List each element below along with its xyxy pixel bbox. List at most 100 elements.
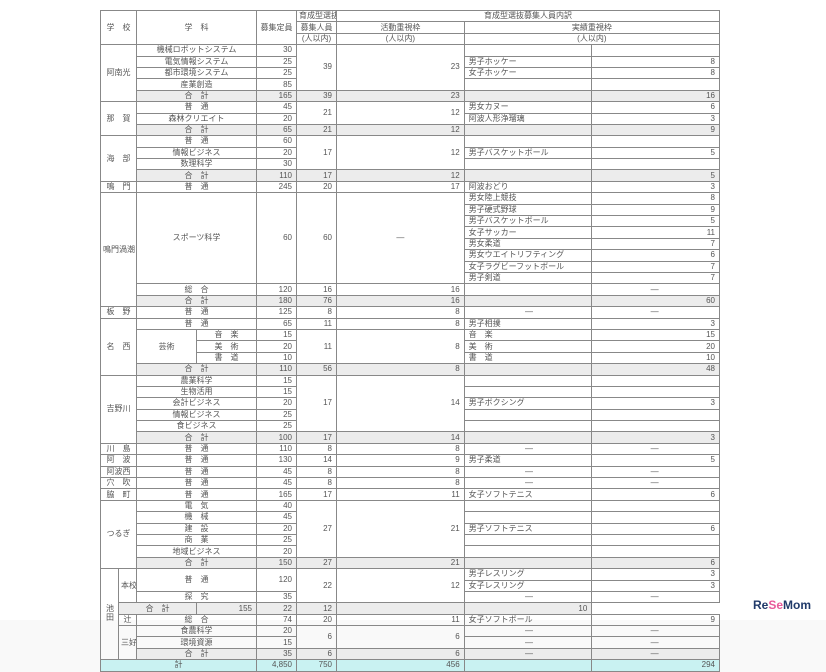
act: 12 [337, 102, 465, 125]
activity: 女子ラグビーフットボール [464, 261, 592, 272]
header-breakdown: 育成型選抜募集人員内訳 [337, 11, 720, 22]
sel: 60 [297, 193, 337, 284]
capacity: 25 [257, 67, 297, 78]
capacity: 110 [257, 170, 297, 181]
activity: 男子硬式野球 [464, 204, 592, 215]
sel: 14 [297, 455, 337, 466]
capacity: 60 [257, 193, 297, 284]
perf: 8 [592, 67, 720, 78]
capacity: 25 [257, 534, 297, 545]
dept-name: 普 通 [137, 307, 257, 318]
perf: — [592, 626, 720, 637]
dept-name: 普 通 [137, 136, 257, 147]
school-name: 脇 町 [101, 489, 137, 500]
perf: 7 [592, 238, 720, 249]
header-seltype: 育成型選抜 [297, 11, 337, 22]
capacity: 120 [257, 284, 297, 295]
total-act: 456 [337, 660, 465, 671]
activity: 阿波おどり [464, 181, 592, 192]
perf: 3 [592, 318, 720, 329]
sel: 76 [297, 295, 337, 306]
capacity: 35 [257, 591, 297, 602]
activity: — [464, 478, 592, 489]
capacity: 100 [257, 432, 297, 443]
act: 11 [337, 489, 465, 500]
table-row: 合 計11017125 [101, 170, 720, 181]
dept-name: 普 通 [137, 569, 257, 592]
school-name: 阿 波 [101, 455, 137, 466]
activity: 男女カヌー [464, 102, 592, 113]
perf: 20 [592, 341, 720, 352]
capacity: 110 [257, 364, 297, 375]
dept-name: 建 設 [137, 523, 257, 534]
dept-name: 電気情報システム [137, 56, 257, 67]
total-sel: 750 [297, 660, 337, 671]
act: 8 [337, 318, 465, 329]
activity: 男子柔道 [464, 455, 592, 466]
perf: 6 [592, 250, 720, 261]
activity: 男子剣道 [464, 272, 592, 283]
sel: 8 [297, 466, 337, 477]
perf: 48 [592, 364, 720, 375]
perf [592, 500, 720, 511]
sel: 27 [297, 557, 337, 568]
perf: 6 [592, 102, 720, 113]
perf: 16 [592, 90, 720, 101]
activity: 男子相撲 [464, 318, 592, 329]
activity: 男女陸上競技 [464, 193, 592, 204]
activity: — [464, 648, 592, 659]
perf: 3 [592, 398, 720, 409]
capacity: 155 [197, 603, 257, 614]
table-row: 阿 波普 通130149男子柔道5 [101, 455, 720, 466]
table-row: 穴 吹普 通4588—— [101, 478, 720, 489]
dept-name: 普 通 [137, 466, 257, 477]
sel: 20 [297, 181, 337, 192]
table-row: 阿南光機械ロボットシステム303923 [101, 45, 720, 56]
perf: — [592, 478, 720, 489]
perf: 5 [592, 170, 720, 181]
dept-name: 情報ビジネス [137, 147, 257, 158]
dept-name: 合 計 [137, 557, 257, 568]
capacity: 30 [257, 159, 297, 170]
act: 8 [337, 364, 465, 375]
dept-name: 情報ビジネス [137, 409, 257, 420]
capacity: 35 [257, 648, 297, 659]
capacity: 10 [257, 352, 297, 363]
perf: 7 [592, 261, 720, 272]
dept-name: 機械ロボットシステム [137, 45, 257, 56]
table-row: 合 計6521129 [101, 124, 720, 135]
capacity: 180 [257, 295, 297, 306]
capacity: 15 [257, 329, 297, 340]
capacity: 130 [257, 455, 297, 466]
dept-name: 会計ビジネス [137, 398, 257, 409]
capacity: 20 [257, 147, 297, 158]
act: 6 [337, 648, 465, 659]
dept-name: 探 究 [137, 591, 257, 602]
sel: 8 [297, 307, 337, 318]
capacity: 25 [257, 409, 297, 420]
dept-name: 地域ビジネス [137, 546, 257, 557]
capacity: 15 [257, 375, 297, 386]
table-row: 合 計10017143 [101, 432, 720, 443]
perf [592, 375, 720, 386]
act: 21 [337, 557, 465, 568]
header-dept: 学 科 [137, 11, 257, 45]
dept-name: 森林クリエイト [137, 113, 257, 124]
dept-name: 農業科学 [137, 375, 257, 386]
capacity: 20 [257, 341, 297, 352]
table-row: 合 計155221210 [101, 603, 720, 614]
sel: 8 [297, 478, 337, 489]
sel: 39 [297, 45, 337, 91]
capacity: 65 [257, 124, 297, 135]
perf: — [592, 443, 720, 454]
capacity: 20 [257, 113, 297, 124]
dept-name: 生物活用 [137, 386, 257, 397]
perf [592, 534, 720, 545]
table-row: 吉野川農業科学151714 [101, 375, 720, 386]
activity [464, 421, 592, 432]
activity [464, 432, 592, 443]
activity [464, 386, 592, 397]
sel: 22 [297, 569, 337, 603]
perf: — [592, 648, 720, 659]
dept-name: 合 計 [119, 603, 197, 614]
